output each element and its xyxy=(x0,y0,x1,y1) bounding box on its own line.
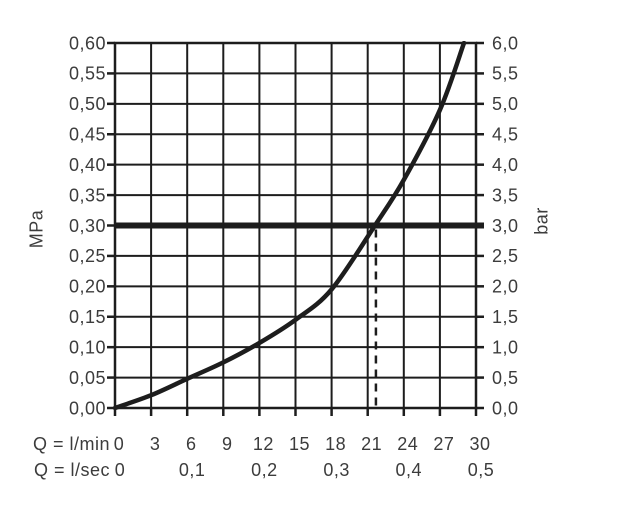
x-axis-lmin-tick-labels: 0 3 6 9 12 15 18 21 24 27 30 xyxy=(114,434,490,454)
y-left-tick-label: 0,45 xyxy=(69,125,106,145)
y-right-tick-label: 6,0 xyxy=(492,33,519,53)
y-right-tick-label: 1,5 xyxy=(492,307,519,327)
x-lmin-tick-label: 24 xyxy=(397,434,418,454)
x-axis-lsec-label: Q = l/sec xyxy=(33,460,110,480)
x-lsec-tick-label: 0,3 xyxy=(323,460,350,480)
x-lsec-tick-label: 0,1 xyxy=(179,460,206,480)
x-lmin-tick-label: 0 xyxy=(114,434,125,454)
y-left-tick-label: 0,00 xyxy=(69,398,106,418)
y-left-tick-label: 0,15 xyxy=(69,307,106,327)
y-axis-left-tick-labels: 0,00 0,05 0,10 0,15 0,20 0,25 0,30 0,35 0,40 0,45… xyxy=(69,33,106,418)
y-left-tick-label: 0,20 xyxy=(69,277,106,297)
y-left-tick-label: 0,60 xyxy=(69,33,106,53)
y-left-tick-label: 0,25 xyxy=(69,246,106,266)
y-right-tick-label: 2,5 xyxy=(492,246,519,266)
x-lmin-tick-label: 30 xyxy=(469,434,490,454)
y-left-tick-label: 0,30 xyxy=(69,216,106,236)
x-lsec-tick-label: 0,4 xyxy=(396,460,423,480)
y-right-tick-label: 4,5 xyxy=(492,125,519,145)
x-lmin-tick-label: 12 xyxy=(253,434,274,454)
y-right-tick-label: 4,0 xyxy=(492,155,519,175)
x-axis-lsec-tick-labels: 0 0,1 0,2 0,3 0,4 0,5 xyxy=(115,460,495,480)
y-right-tick-label: 1,0 xyxy=(492,337,519,357)
y-right-tick-label: 5,5 xyxy=(492,64,519,84)
x-lmin-tick-label: 6 xyxy=(186,434,197,454)
y-axis-right-unit-label: bar xyxy=(531,207,552,235)
y-right-tick-label: 3,5 xyxy=(492,185,519,205)
x-lsec-tick-label: 0,2 xyxy=(251,460,278,480)
x-lmin-tick-label: 18 xyxy=(325,434,346,454)
y-axis-left-unit-label: MPa xyxy=(26,209,47,249)
y-right-tick-label: 0,5 xyxy=(492,368,519,388)
x-lsec-tick-label: 0 xyxy=(115,460,126,480)
x-lmin-tick-label: 15 xyxy=(289,434,310,454)
x-lmin-tick-label: 21 xyxy=(361,434,382,454)
y-left-tick-label: 0,40 xyxy=(69,155,106,175)
x-lmin-tick-label: 27 xyxy=(433,434,454,454)
y-axis-right-tick-labels: 0,0 0,5 1,0 1,5 2,0 2,5 3,0 3,5 4,0 4,5 5,0 5,5 6,0 xyxy=(492,33,519,418)
y-right-tick-label: 3,0 xyxy=(492,216,519,236)
y-left-tick-label: 0,05 xyxy=(69,368,106,388)
x-axis-lmin-label: Q = l/min xyxy=(32,434,110,454)
y-right-tick-label: 0,0 xyxy=(492,398,519,418)
x-lsec-tick-label: 0,5 xyxy=(468,460,495,480)
y-left-tick-label: 0,10 xyxy=(69,337,106,357)
y-left-tick-label: 0,35 xyxy=(69,185,106,205)
y-left-tick-label: 0,55 xyxy=(69,64,106,84)
y-right-tick-label: 5,0 xyxy=(492,94,519,114)
y-right-tick-label: 2,0 xyxy=(492,277,519,297)
flow-pressure-curve xyxy=(113,41,467,410)
x-lmin-tick-label: 9 xyxy=(222,434,233,454)
y-left-tick-label: 0,50 xyxy=(69,94,106,114)
x-lmin-tick-label: 3 xyxy=(150,434,161,454)
